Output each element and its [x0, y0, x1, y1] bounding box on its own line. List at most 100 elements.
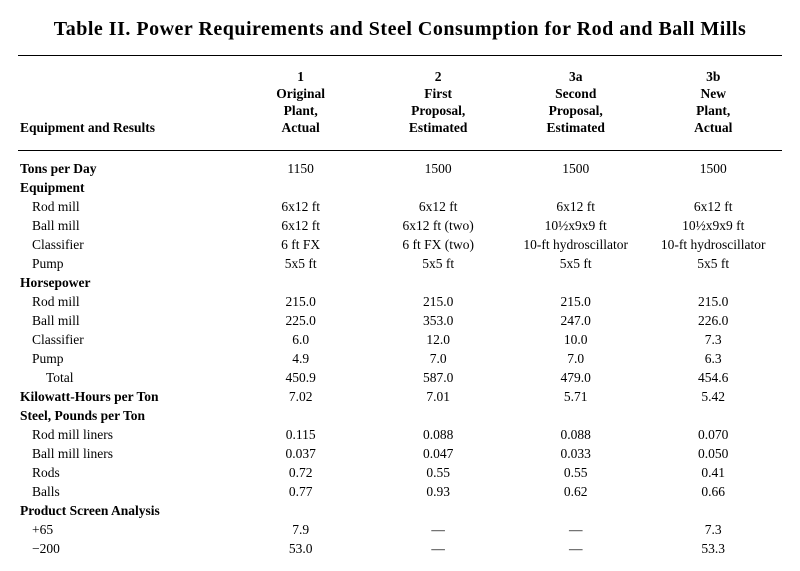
cell: 215.0 — [507, 293, 645, 312]
cell: 10½x9x9 ft — [644, 217, 782, 236]
header-col-2-num: 2 — [435, 69, 442, 84]
cell: 0.088 — [369, 426, 507, 445]
header-rowlabel: Equipment and Results — [18, 65, 232, 141]
cell — [369, 274, 507, 293]
table-row: Classifier6 ft FX6 ft FX (two)10-ft hydr… — [18, 236, 782, 255]
row-label: Pump — [18, 255, 232, 274]
table-title: Table II. Power Requirements and Steel C… — [18, 18, 782, 41]
cell — [232, 274, 370, 293]
cell: 450.9 — [232, 369, 370, 388]
row-label: Rod mill — [18, 198, 232, 217]
table-row: Rods0.720.550.550.41 — [18, 464, 782, 483]
cell: — — [507, 540, 645, 559]
table-row: Tons per Day1150150015001500 — [18, 160, 782, 179]
header-col-1-l1: Original — [276, 86, 325, 101]
cell: 587.0 — [369, 369, 507, 388]
row-label: +65 — [18, 521, 232, 540]
row-label: Tons per Day — [18, 160, 232, 179]
table-row: Horsepower — [18, 274, 782, 293]
cell: 6x12 ft (two) — [369, 217, 507, 236]
cell: 10.0 — [507, 331, 645, 350]
cell: — — [507, 521, 645, 540]
cell — [232, 502, 370, 521]
cell: 454.6 — [644, 369, 782, 388]
cell: 5x5 ft — [369, 255, 507, 274]
cell: 6x12 ft — [232, 217, 370, 236]
cell: 0.72 — [232, 464, 370, 483]
row-label: Total — [18, 369, 232, 388]
cell — [232, 179, 370, 198]
cell: 10-ft hydroscillator — [644, 236, 782, 255]
cell: 6.3 — [644, 350, 782, 369]
cell: 0.037 — [232, 445, 370, 464]
table-row: Rod mill6x12 ft6x12 ft6x12 ft6x12 ft — [18, 198, 782, 217]
cell — [507, 274, 645, 293]
row-label: Kilowatt-Hours per Ton — [18, 388, 232, 407]
header-col-1-l2: Plant, — [284, 103, 318, 118]
row-label: Classifier — [18, 236, 232, 255]
cell: 0.93 — [369, 483, 507, 502]
table-row: Pump5x5 ft5x5 ft5x5 ft5x5 ft — [18, 255, 782, 274]
row-label: Rods — [18, 464, 232, 483]
header-col-2: 2 First Proposal, Estimated — [369, 65, 507, 141]
cell: 5x5 ft — [644, 255, 782, 274]
table-row: Total450.9587.0479.0454.6 — [18, 369, 782, 388]
cell: 6x12 ft — [369, 198, 507, 217]
header-col-3a-l2: Proposal, — [549, 103, 603, 118]
table-row: Equipment — [18, 179, 782, 198]
cell: 479.0 — [507, 369, 645, 388]
header-row: Equipment and Results 1 Original Plant, … — [18, 65, 782, 141]
cell: 10½x9x9 ft — [507, 217, 645, 236]
header-col-1-l3: Actual — [282, 120, 320, 135]
cell: — — [369, 540, 507, 559]
table-row: +657.9——7.3 — [18, 521, 782, 540]
header-col-1: 1 Original Plant, Actual — [232, 65, 370, 141]
row-label: −200 — [18, 540, 232, 559]
cell: 7.02 — [232, 388, 370, 407]
header-col-3a-num: 3a — [569, 69, 583, 84]
row-label: Classifier — [18, 331, 232, 350]
cell: 10-ft hydroscillator — [507, 236, 645, 255]
cell: 0.55 — [369, 464, 507, 483]
cell: 5x5 ft — [507, 255, 645, 274]
table-row: Ball mill liners0.0370.0470.0330.050 — [18, 445, 782, 464]
cell: 6x12 ft — [232, 198, 370, 217]
header-col-3a: 3a Second Proposal, Estimated — [507, 65, 645, 141]
row-label: Equipment — [18, 179, 232, 198]
power-table: Equipment and Results 1 Original Plant, … — [18, 55, 782, 559]
cell — [369, 179, 507, 198]
header-col-3b: 3b New Plant, Actual — [644, 65, 782, 141]
cell: 0.115 — [232, 426, 370, 445]
table-head: Equipment and Results 1 Original Plant, … — [18, 56, 782, 151]
cell: 0.070 — [644, 426, 782, 445]
row-label: Pump — [18, 350, 232, 369]
row-label: Rod mill liners — [18, 426, 232, 445]
cell — [507, 502, 645, 521]
cell: 5.71 — [507, 388, 645, 407]
cell: 1500 — [369, 160, 507, 179]
cell: 12.0 — [369, 331, 507, 350]
table-body: Tons per Day1150150015001500EquipmentRod… — [18, 150, 782, 559]
cell: 6 ft FX — [232, 236, 370, 255]
row-label: Ball mill — [18, 217, 232, 236]
cell: 0.66 — [644, 483, 782, 502]
table-row: Kilowatt-Hours per Ton7.027.015.715.42 — [18, 388, 782, 407]
cell: 215.0 — [369, 293, 507, 312]
header-col-3b-num: 3b — [706, 69, 720, 84]
cell: 0.047 — [369, 445, 507, 464]
table-row: Rod mill liners0.1150.0880.0880.070 — [18, 426, 782, 445]
cell — [232, 407, 370, 426]
cell: 4.9 — [232, 350, 370, 369]
cell: 53.3 — [644, 540, 782, 559]
row-label: Steel, Pounds per Ton — [18, 407, 232, 426]
cell: 0.55 — [507, 464, 645, 483]
header-col-3a-l3: Estimated — [546, 120, 605, 135]
table-row: Steel, Pounds per Ton — [18, 407, 782, 426]
cell: 215.0 — [644, 293, 782, 312]
header-col-2-l2: Proposal, — [411, 103, 465, 118]
cell: 7.3 — [644, 521, 782, 540]
header-col-2-l1: First — [424, 86, 452, 101]
cell: 1500 — [644, 160, 782, 179]
cell: 5.42 — [644, 388, 782, 407]
cell: 6 ft FX (two) — [369, 236, 507, 255]
